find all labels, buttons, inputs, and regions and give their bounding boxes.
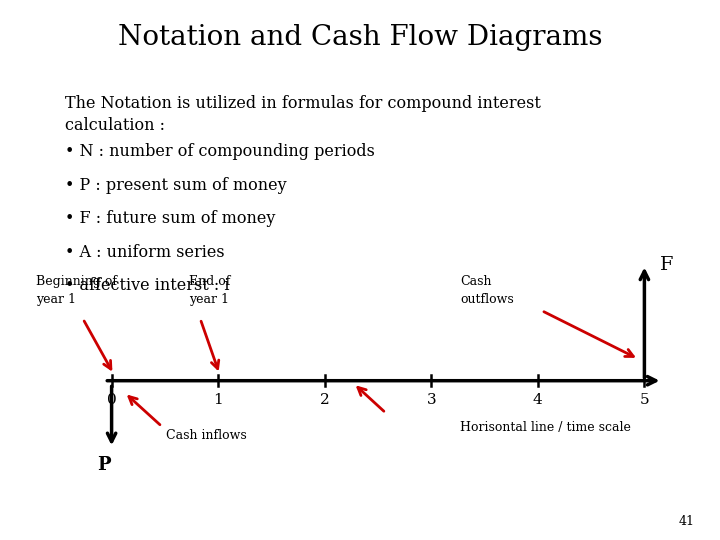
Text: 2: 2 — [320, 393, 330, 407]
Text: • P : present sum of money: • P : present sum of money — [65, 177, 287, 193]
Text: Horisontal line / time scale: Horisontal line / time scale — [460, 421, 631, 434]
Text: The Notation is utilized in formulas for compound interest: The Notation is utilized in formulas for… — [65, 94, 541, 111]
Text: • N : number of compounding periods: • N : number of compounding periods — [65, 143, 374, 160]
Text: • affective interst : i: • affective interst : i — [65, 277, 229, 294]
Text: F: F — [660, 255, 674, 274]
Text: 5: 5 — [639, 393, 649, 407]
Text: calculation :: calculation : — [65, 117, 165, 134]
Text: Cash inflows: Cash inflows — [166, 429, 246, 442]
Text: 1: 1 — [213, 393, 223, 407]
Text: 4: 4 — [533, 393, 543, 407]
Text: • A : uniform series: • A : uniform series — [65, 244, 225, 260]
Text: Notation and Cash Flow Diagrams: Notation and Cash Flow Diagrams — [118, 24, 602, 51]
Text: P: P — [98, 456, 111, 474]
Text: 3: 3 — [426, 393, 436, 407]
Text: • F : future sum of money: • F : future sum of money — [65, 210, 275, 227]
Text: End of
year 1: End of year 1 — [189, 275, 230, 306]
Text: 41: 41 — [679, 515, 695, 528]
Text: 0: 0 — [107, 393, 117, 407]
Text: Beginning of
year 1: Beginning of year 1 — [36, 275, 117, 306]
Text: Cash
outflows: Cash outflows — [460, 275, 514, 306]
